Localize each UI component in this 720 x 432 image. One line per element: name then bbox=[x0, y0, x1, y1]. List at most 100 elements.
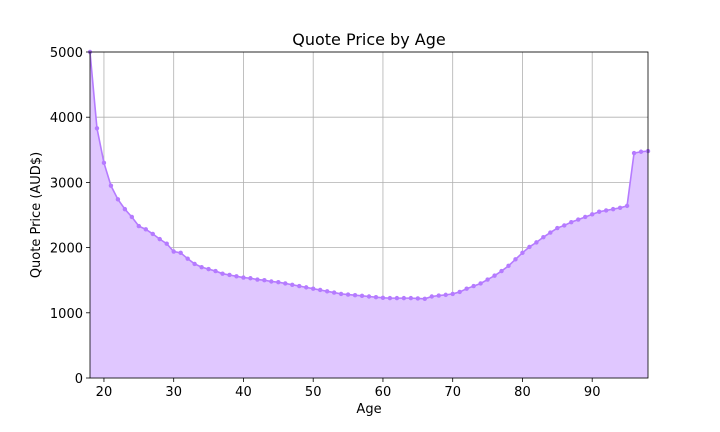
data-point bbox=[178, 250, 183, 256]
data-point bbox=[164, 241, 169, 246]
data-point bbox=[569, 219, 574, 225]
data-point bbox=[324, 289, 330, 294]
data-point bbox=[122, 206, 128, 212]
data-point bbox=[415, 296, 421, 301]
x-tick-label: 40 bbox=[235, 385, 252, 400]
data-point bbox=[471, 283, 476, 289]
x-axis-label: Age bbox=[356, 402, 381, 417]
data-point bbox=[213, 268, 218, 274]
data-point bbox=[541, 234, 546, 240]
x-tick-label: 90 bbox=[584, 385, 601, 400]
data-point bbox=[429, 294, 434, 299]
data-point bbox=[373, 294, 379, 300]
data-point bbox=[255, 277, 260, 282]
data-point bbox=[478, 281, 483, 286]
data-point bbox=[352, 292, 358, 298]
y-tick-label: 1000 bbox=[50, 307, 83, 322]
data-point bbox=[422, 296, 427, 301]
x-tick-label: 20 bbox=[96, 385, 113, 400]
data-point bbox=[527, 244, 532, 250]
data-point bbox=[394, 295, 400, 301]
data-point bbox=[492, 273, 497, 278]
data-point bbox=[317, 287, 323, 293]
data-point bbox=[136, 223, 142, 229]
data-point bbox=[359, 293, 365, 299]
data-point bbox=[338, 291, 344, 297]
data-point bbox=[269, 279, 274, 284]
data-point bbox=[227, 272, 232, 278]
y-tick-label: 5000 bbox=[50, 46, 83, 61]
data-point bbox=[499, 268, 504, 274]
data-point bbox=[485, 277, 490, 282]
data-point bbox=[555, 225, 560, 231]
data-point bbox=[94, 126, 100, 131]
data-point bbox=[603, 208, 609, 213]
data-point bbox=[610, 206, 616, 212]
y-tick-label: 0 bbox=[75, 372, 83, 387]
data-point bbox=[617, 205, 623, 211]
data-point bbox=[401, 295, 407, 301]
data-point bbox=[331, 290, 337, 295]
data-point bbox=[150, 231, 155, 237]
data-point bbox=[248, 276, 253, 281]
plot-frame bbox=[89, 51, 649, 379]
data-point bbox=[143, 227, 148, 232]
data-point bbox=[157, 236, 162, 242]
data-point bbox=[436, 293, 441, 298]
x-tick-label: 70 bbox=[444, 385, 461, 400]
data-point bbox=[115, 197, 121, 202]
data-point bbox=[408, 295, 414, 301]
data-point bbox=[464, 286, 469, 291]
x-tick-label: 80 bbox=[514, 385, 531, 400]
x-axis: 20 30 40 50 60 70 80 90 bbox=[96, 378, 601, 400]
data-point bbox=[108, 183, 114, 188]
data-point bbox=[234, 274, 239, 279]
chart-title: Quote Price by Age bbox=[292, 30, 446, 49]
data-point bbox=[450, 291, 455, 297]
data-point bbox=[520, 250, 525, 256]
data-point bbox=[590, 212, 595, 217]
data-point bbox=[443, 292, 448, 298]
data-point bbox=[366, 294, 372, 299]
data-point bbox=[192, 261, 197, 267]
data-point bbox=[129, 214, 135, 220]
data-point bbox=[283, 281, 288, 286]
y-axis-label: Quote Price (AUD$) bbox=[29, 152, 44, 278]
data-point bbox=[297, 283, 302, 289]
y-axis: 0 1000 2000 3000 4000 5000 bbox=[50, 46, 90, 387]
y-tick-label: 4000 bbox=[50, 111, 83, 126]
data-point bbox=[199, 264, 204, 270]
x-tick-label: 50 bbox=[305, 385, 322, 400]
data-point bbox=[241, 275, 246, 280]
data-point bbox=[583, 214, 588, 220]
data-point bbox=[534, 240, 539, 245]
data-point bbox=[185, 256, 190, 261]
data-point bbox=[206, 266, 211, 272]
data-point bbox=[576, 217, 581, 222]
data-point bbox=[380, 295, 386, 301]
data-point bbox=[220, 271, 225, 276]
x-tick-label: 60 bbox=[375, 385, 392, 400]
data-point bbox=[290, 282, 295, 287]
data-point bbox=[311, 286, 316, 291]
data-point bbox=[506, 263, 511, 269]
data-point bbox=[262, 278, 267, 283]
x-tick-label: 30 bbox=[165, 385, 182, 400]
data-point bbox=[596, 209, 602, 214]
data-point bbox=[304, 285, 309, 290]
area-fill bbox=[90, 52, 648, 378]
data-point bbox=[638, 149, 644, 154]
data-point bbox=[276, 279, 281, 285]
data-point bbox=[387, 295, 393, 301]
data-point bbox=[171, 249, 176, 254]
data-point bbox=[345, 292, 351, 297]
data-point bbox=[513, 257, 518, 262]
data-point bbox=[101, 160, 107, 166]
points-layer bbox=[87, 49, 651, 301]
y-tick-label: 3000 bbox=[50, 176, 83, 191]
data-point bbox=[548, 230, 553, 235]
data-point bbox=[631, 150, 637, 156]
data-point bbox=[457, 289, 462, 295]
y-tick-label: 2000 bbox=[50, 242, 83, 257]
